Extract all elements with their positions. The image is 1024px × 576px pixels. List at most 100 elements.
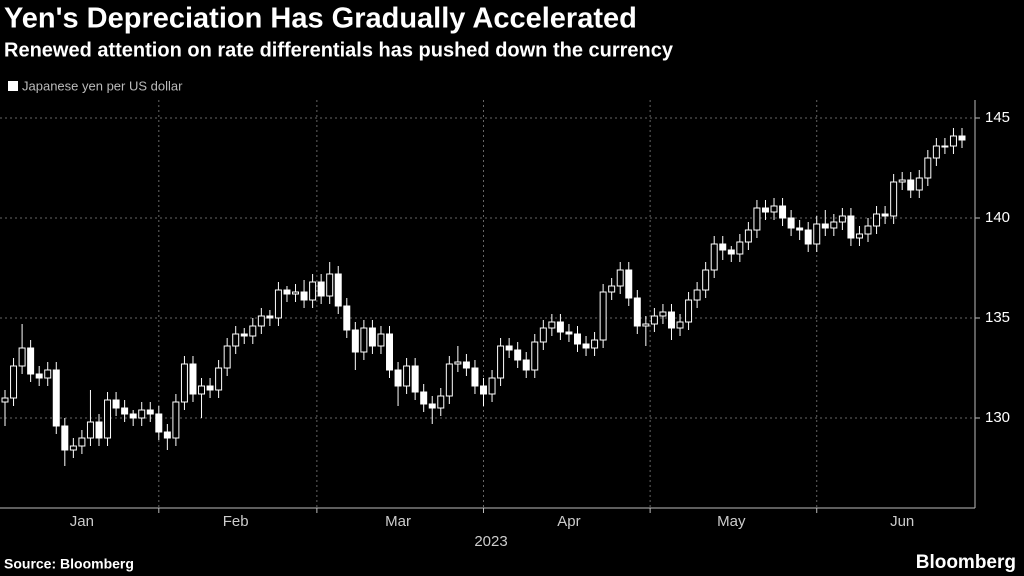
candle-body [1,397,9,403]
candle-body [667,311,675,329]
candle-body [505,345,513,351]
candle-body [574,333,581,345]
candle-body [403,365,411,387]
candle-body [471,367,479,387]
candle-body [565,331,573,335]
legend-label: Japanese yen per US dollar [22,78,183,93]
candle-body [480,385,487,395]
candle-body [676,321,684,329]
candle-body [10,365,18,399]
y-tick-label: 140 [985,209,1010,226]
candle-body [949,135,957,147]
candle-body [898,179,906,183]
candle-body [719,243,727,251]
candle-body [727,249,735,255]
candle-body [941,145,949,148]
candle-body [27,347,35,375]
candle-body [198,385,206,395]
candle-body [804,229,812,245]
candle-body [61,425,69,451]
candle-body [309,281,317,301]
candle-body [86,421,94,439]
candle-body [890,181,898,217]
candle-body [548,321,556,329]
candle-body [625,269,633,299]
candle-body [69,445,77,451]
candle-body [522,359,530,371]
candle-body [591,339,599,349]
candle-body [608,285,616,293]
candle-body [334,273,342,307]
y-tick-label: 135 [985,309,1010,326]
candle-body [821,223,829,229]
brand: Bloomberg [916,552,1016,573]
candle-body [847,215,855,239]
candle-body [146,409,154,415]
candle-body [155,413,163,433]
candle-body [437,395,445,409]
y-tick-label: 130 [985,409,1010,426]
candle-body [274,289,282,319]
candle-body [744,229,752,243]
candle-body [180,363,188,403]
candle-body [753,207,761,231]
candle-body [932,145,940,159]
candle-body [35,373,43,379]
candle-body [531,341,539,371]
candle-body [172,401,180,439]
candle-body [924,157,932,179]
candle-body [420,391,428,405]
candle-body [685,299,693,323]
candle-body [266,315,274,319]
candle-body [462,361,470,369]
candle-body [95,421,103,439]
candle-body [326,273,334,297]
candle-body [915,177,923,191]
candle-body [650,315,658,325]
candle-body [215,367,223,391]
candle-body [556,321,564,333]
y-tick-label: 145 [985,109,1010,126]
candle-body [360,327,368,353]
candle-body [582,343,590,349]
candle-body [796,227,804,231]
candle-body [249,325,257,337]
candle-body [232,333,240,347]
candle-body [830,221,838,229]
candle-body [787,217,795,229]
candle-body [539,327,547,343]
candle-body [292,291,300,295]
x-tick-label: Apr [557,513,580,530]
candle-body [838,215,846,223]
candle-body [761,207,769,213]
candle-body [300,291,308,301]
candle-body [770,205,778,213]
candle-body [206,385,214,391]
candle-body [283,289,291,295]
candle-body [873,213,881,227]
candle-body [343,305,351,331]
candle-body [112,399,120,409]
candle-body [240,333,248,337]
candle-body [138,409,146,419]
candle-body [633,297,641,327]
x-axis-label: 2023 [474,533,507,550]
candle-body [368,327,376,347]
candle-body [104,399,112,439]
candle-body [736,241,744,255]
candle-body [377,333,385,347]
candle-body [454,361,462,365]
candle-body [488,377,496,395]
candle-body [129,413,137,419]
candle-body [907,179,915,191]
candle-body [121,407,129,415]
candle-body [702,269,710,291]
candle-body [189,363,197,395]
chart-subtitle: Renewed attention on rate differentials … [4,39,674,61]
candle-body [864,225,872,235]
candle-body [257,315,265,327]
candle-body [813,223,821,245]
legend-swatch [8,81,18,91]
